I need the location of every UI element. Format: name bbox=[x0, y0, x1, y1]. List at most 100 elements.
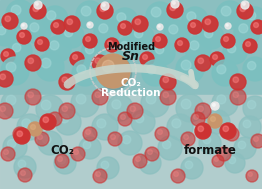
Circle shape bbox=[206, 110, 230, 134]
Circle shape bbox=[234, 137, 256, 159]
Circle shape bbox=[251, 134, 262, 148]
Circle shape bbox=[55, 109, 81, 135]
Circle shape bbox=[17, 131, 23, 137]
Circle shape bbox=[145, 147, 159, 161]
Circle shape bbox=[160, 89, 176, 105]
Circle shape bbox=[247, 61, 256, 70]
Circle shape bbox=[76, 94, 86, 104]
Circle shape bbox=[198, 106, 204, 112]
Circle shape bbox=[176, 94, 204, 122]
Circle shape bbox=[221, 34, 235, 48]
Circle shape bbox=[143, 55, 148, 60]
Circle shape bbox=[240, 6, 245, 12]
Circle shape bbox=[35, 37, 49, 51]
Circle shape bbox=[83, 127, 97, 141]
Circle shape bbox=[108, 132, 122, 146]
Circle shape bbox=[30, 3, 46, 19]
Circle shape bbox=[172, 2, 175, 4]
Circle shape bbox=[1, 57, 29, 85]
Circle shape bbox=[234, 19, 260, 45]
Circle shape bbox=[200, 25, 224, 49]
Circle shape bbox=[18, 168, 32, 182]
Circle shape bbox=[130, 106, 135, 112]
Circle shape bbox=[243, 96, 262, 120]
Circle shape bbox=[185, 36, 211, 62]
Circle shape bbox=[92, 114, 118, 140]
Text: Sn: Sn bbox=[122, 50, 140, 63]
Circle shape bbox=[184, 135, 188, 139]
Circle shape bbox=[105, 38, 119, 52]
Circle shape bbox=[171, 0, 179, 8]
Circle shape bbox=[212, 155, 224, 167]
Circle shape bbox=[101, 2, 109, 10]
Circle shape bbox=[195, 103, 211, 119]
Circle shape bbox=[0, 103, 13, 119]
Circle shape bbox=[55, 154, 69, 168]
Circle shape bbox=[212, 60, 238, 86]
Circle shape bbox=[0, 22, 17, 46]
Circle shape bbox=[18, 160, 26, 168]
Circle shape bbox=[41, 58, 51, 68]
Circle shape bbox=[95, 58, 101, 64]
Circle shape bbox=[118, 131, 142, 155]
Circle shape bbox=[151, 41, 175, 65]
Circle shape bbox=[17, 30, 31, 44]
Circle shape bbox=[118, 21, 132, 35]
Circle shape bbox=[21, 23, 27, 29]
Circle shape bbox=[2, 13, 18, 29]
Circle shape bbox=[62, 106, 68, 112]
Circle shape bbox=[228, 130, 232, 135]
Circle shape bbox=[214, 157, 219, 161]
Circle shape bbox=[122, 136, 131, 144]
Circle shape bbox=[227, 44, 236, 53]
Circle shape bbox=[217, 95, 226, 104]
Circle shape bbox=[135, 19, 140, 25]
Circle shape bbox=[158, 25, 160, 27]
Circle shape bbox=[28, 92, 34, 98]
Circle shape bbox=[212, 90, 238, 116]
Circle shape bbox=[85, 45, 94, 54]
Circle shape bbox=[12, 43, 21, 52]
Circle shape bbox=[42, 136, 51, 144]
Circle shape bbox=[226, 24, 228, 26]
Circle shape bbox=[4, 149, 8, 154]
Circle shape bbox=[116, 37, 140, 61]
Circle shape bbox=[20, 33, 24, 37]
Circle shape bbox=[212, 104, 215, 106]
Circle shape bbox=[155, 45, 164, 54]
Circle shape bbox=[22, 24, 24, 26]
Circle shape bbox=[160, 74, 176, 90]
Circle shape bbox=[40, 114, 56, 130]
Circle shape bbox=[96, 172, 101, 177]
Circle shape bbox=[202, 16, 218, 32]
Circle shape bbox=[67, 19, 73, 25]
Circle shape bbox=[42, 6, 68, 32]
Circle shape bbox=[30, 23, 39, 32]
Circle shape bbox=[121, 41, 129, 50]
Circle shape bbox=[31, 125, 35, 129]
Circle shape bbox=[70, 52, 84, 66]
Circle shape bbox=[254, 23, 259, 27]
Circle shape bbox=[11, 5, 21, 15]
Circle shape bbox=[212, 55, 217, 60]
Circle shape bbox=[148, 149, 152, 154]
Circle shape bbox=[0, 74, 6, 80]
Circle shape bbox=[190, 23, 195, 27]
Circle shape bbox=[77, 65, 86, 74]
Circle shape bbox=[14, 128, 30, 144]
Circle shape bbox=[185, 161, 193, 169]
Circle shape bbox=[54, 152, 76, 174]
Circle shape bbox=[102, 3, 105, 6]
Circle shape bbox=[238, 141, 246, 149]
Circle shape bbox=[102, 60, 114, 72]
Circle shape bbox=[220, 149, 225, 154]
Circle shape bbox=[4, 52, 8, 57]
Circle shape bbox=[72, 60, 98, 86]
Circle shape bbox=[140, 52, 154, 66]
Circle shape bbox=[141, 89, 169, 117]
Circle shape bbox=[0, 26, 6, 35]
Circle shape bbox=[64, 28, 73, 37]
Circle shape bbox=[248, 172, 252, 176]
Circle shape bbox=[170, 5, 176, 11]
Circle shape bbox=[188, 20, 202, 34]
